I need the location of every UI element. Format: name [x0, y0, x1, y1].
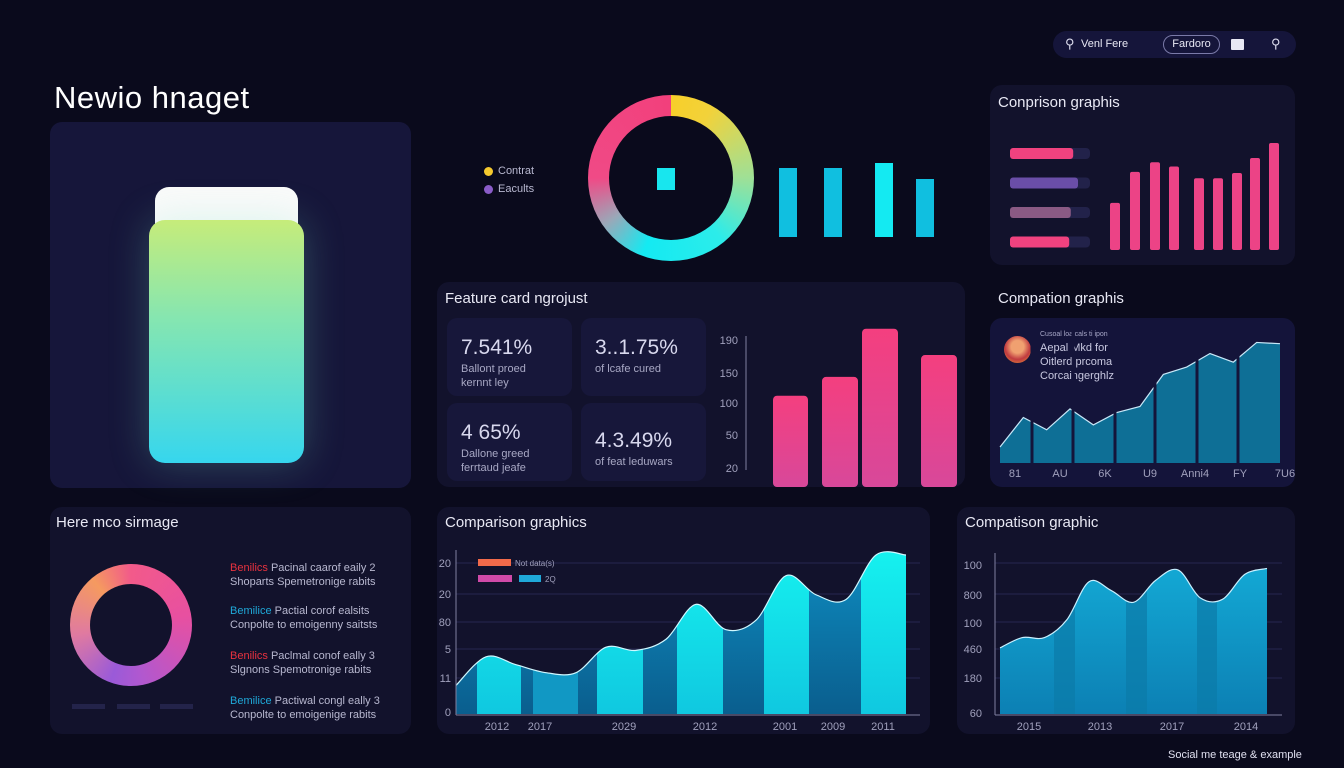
mini-bar — [875, 163, 893, 237]
row-line: Pactial corof ealsits — [274, 605, 370, 617]
row-line: Pacinal caarof eaily 2 — [270, 562, 376, 574]
description-line: Oitlerd prcoma — [1040, 356, 1113, 368]
card-title: Here mco sirmage — [56, 514, 179, 531]
row-tag: Bemilice — [230, 695, 272, 707]
footer-text: Social me teage & example — [1168, 749, 1302, 761]
legend-dot — [484, 167, 493, 176]
summary-donut — [70, 564, 192, 686]
feature-card: Feature card ngrojust 7.541% Ballont proe… — [437, 282, 965, 487]
stat-value: 3..1.75% — [595, 336, 678, 359]
donut-center-marker — [657, 168, 675, 190]
stat-value: 7.541% — [461, 336, 533, 359]
summary-row: Benilics Pacinal caarof eaily 2 Shoparts … — [230, 561, 376, 589]
stat-tile: 7.541% Ballont proed kernnt ley — [447, 318, 572, 396]
row-line: Conpolte to emoigenny saitsts — [230, 619, 378, 631]
row-line: Shoparts Spemetronige rabits — [230, 576, 376, 588]
summary-row: Bemilice Pactiwal congl eally 3 Conpolte … — [230, 694, 380, 722]
chart-caption: Cusoal loalcals ti ipon — [1040, 331, 1108, 338]
donut-chart — [588, 95, 754, 261]
summary-row: Bemilice Pactial corof ealsits Conpolte t… — [230, 604, 377, 632]
card-title: Comparison graphics — [445, 514, 587, 531]
stat-tile: 3..1.75% of lcafe cured — [581, 318, 706, 396]
summary-row: Benilics Paclmal conof eally 3 Slgnons Sp… — [230, 649, 375, 677]
row-line: Pactiwal congl eally 3 — [274, 695, 380, 707]
stat-label: Dallone greed — [461, 448, 530, 460]
hero-card — [50, 122, 411, 488]
stat-label: kernnt ley — [461, 377, 509, 389]
card-title: Conprison graphis — [998, 94, 1120, 111]
search-text[interactable]: Venl Fere — [1081, 38, 1129, 50]
mini-bar — [824, 168, 842, 237]
description-line: Corcaingerghlz — [1040, 370, 1114, 382]
row-tag: Benilics — [230, 650, 268, 662]
row-tag: Benilics — [230, 562, 268, 574]
row-line: Conpolte to emoigenige rabits — [230, 709, 377, 721]
card-title: Compation graphis — [998, 290, 1124, 307]
image-icon[interactable] — [1231, 39, 1244, 50]
legend-dot — [484, 185, 493, 194]
legend-label: Contrat — [498, 165, 535, 177]
filter-pill-button[interactable]: Fardoro — [1163, 35, 1220, 54]
stat-label: of lcafe cured — [595, 363, 662, 375]
donut-hole — [90, 584, 172, 666]
legend-bar — [72, 704, 105, 709]
microphone-icon[interactable]: ⚲ — [1271, 36, 1281, 51]
stat-value: 4 65% — [461, 421, 521, 444]
mini-bar — [779, 168, 797, 237]
stat-tile: 4.3.49% of feat leduwars — [581, 403, 706, 481]
stat-label: ferrtaud jeafe — [461, 462, 526, 474]
row-line: Paclmal conof eally 3 — [270, 650, 375, 662]
stat-label: of feat leduwars — [595, 456, 673, 468]
comparison-card-bottom: Comparison graphics — [437, 507, 930, 734]
device-body — [149, 220, 304, 463]
card-title: Compatison graphic — [965, 514, 1099, 531]
compation-card — [990, 318, 1295, 487]
stat-label: Ballont proed — [461, 363, 526, 375]
card-title: Feature card ngrojust — [445, 290, 588, 307]
stat-tile: 4 65% Dallone greed ferrtaud jeafe — [447, 403, 572, 481]
hero-title: Newio hnaget — [54, 80, 250, 115]
row-tag: Bemilice — [230, 605, 272, 617]
mini-bar — [916, 179, 934, 237]
search-icon[interactable]: ⚲ — [1065, 36, 1075, 51]
chart-description: Aepal Mkd for Oitlerd prcoma Corcaingerg… — [1040, 341, 1114, 383]
compatison-card-bottom: Compatison graphic — [957, 507, 1295, 734]
summary-card: Here mco sirmage — [50, 507, 411, 734]
description-line: Aepal Mkd for — [1040, 342, 1108, 354]
comparison-card-top: Conprison graphis — [990, 85, 1295, 265]
legend-bar — [160, 704, 193, 709]
legend-bar — [117, 704, 150, 709]
stat-value: 4.3.49% — [595, 429, 673, 452]
row-line: Slgnons Spemotronige rabits — [230, 664, 372, 676]
top-search-bar: ⚲ Venl Fere Fardoro ⚲ — [1053, 31, 1296, 58]
avatar — [1004, 336, 1031, 363]
legend-label: Eacults — [498, 183, 535, 195]
